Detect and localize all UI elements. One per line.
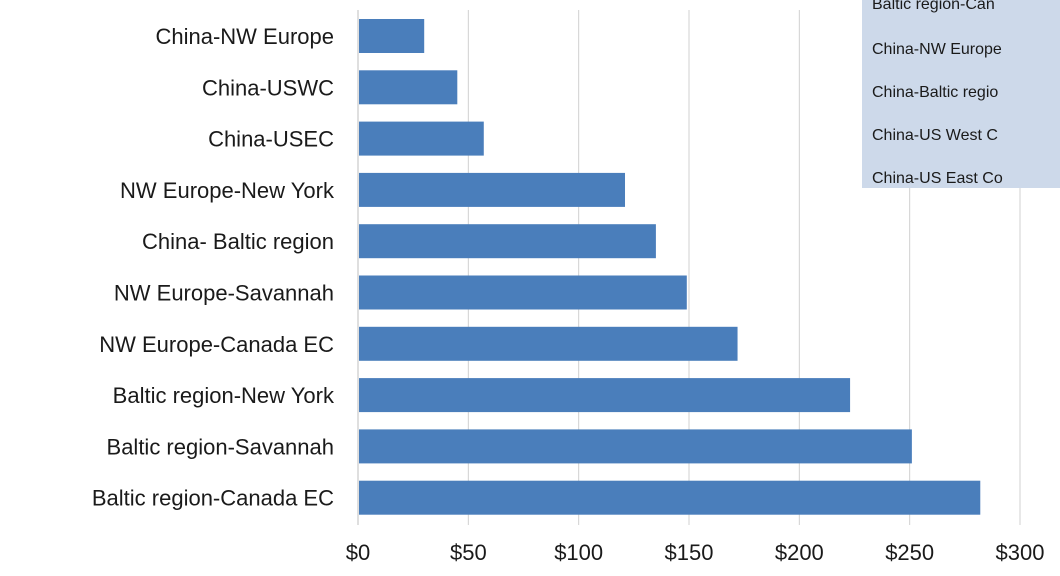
bar [359, 224, 656, 259]
x-tick-label: $300 [996, 540, 1045, 565]
legend-entry: China-Baltic regio [872, 84, 998, 101]
category-label: China-USEC [208, 127, 334, 152]
category-label: Baltic region-Savannah [107, 434, 334, 459]
bar [359, 326, 738, 361]
x-tick-label: $0 [346, 540, 370, 565]
legend-entry: China-NW Europe [872, 41, 1002, 58]
category-label: China- Baltic region [142, 229, 334, 254]
bar [359, 378, 851, 413]
category-label: NW Europe-Savannah [114, 281, 334, 306]
category-label: NW Europe-New York [120, 178, 335, 203]
category-label: Baltic region-Canada EC [92, 486, 334, 511]
bar [359, 429, 912, 464]
bar [359, 480, 981, 515]
x-tick-labels: $0 $50 $100 $150 $200 $250 $300 [346, 540, 1045, 565]
x-tick-label: $100 [554, 540, 603, 565]
legend-entry: China-US East Co [872, 170, 1003, 187]
legend-entry: China-US West C [872, 127, 998, 144]
bar [359, 19, 425, 53]
legend-entry: Baltic region-Can [872, 0, 995, 13]
category-label: China-NW Europe [155, 24, 334, 49]
bar [359, 70, 458, 105]
category-label: Baltic region-New York [113, 383, 335, 408]
x-tick-label: $50 [450, 540, 487, 565]
legend-entries: Baltic region-Can China-NW Europe China-Ba… [872, 0, 1003, 187]
legend-box [862, 0, 1060, 188]
bar [359, 275, 687, 310]
legend: Baltic region-Can China-NW Europe China-Ba… [862, 0, 1060, 188]
x-tick-label: $250 [885, 540, 934, 565]
bar [359, 121, 484, 156]
category-label: China-USWC [202, 75, 334, 100]
x-tick-label: $200 [775, 540, 824, 565]
category-label: NW Europe-Canada EC [99, 332, 334, 357]
category-labels: China-NW Europe China-USWC China-USEC NW Eu… [92, 24, 335, 511]
bar [359, 172, 626, 207]
bars [359, 19, 981, 515]
x-tick-label: $150 [665, 540, 714, 565]
